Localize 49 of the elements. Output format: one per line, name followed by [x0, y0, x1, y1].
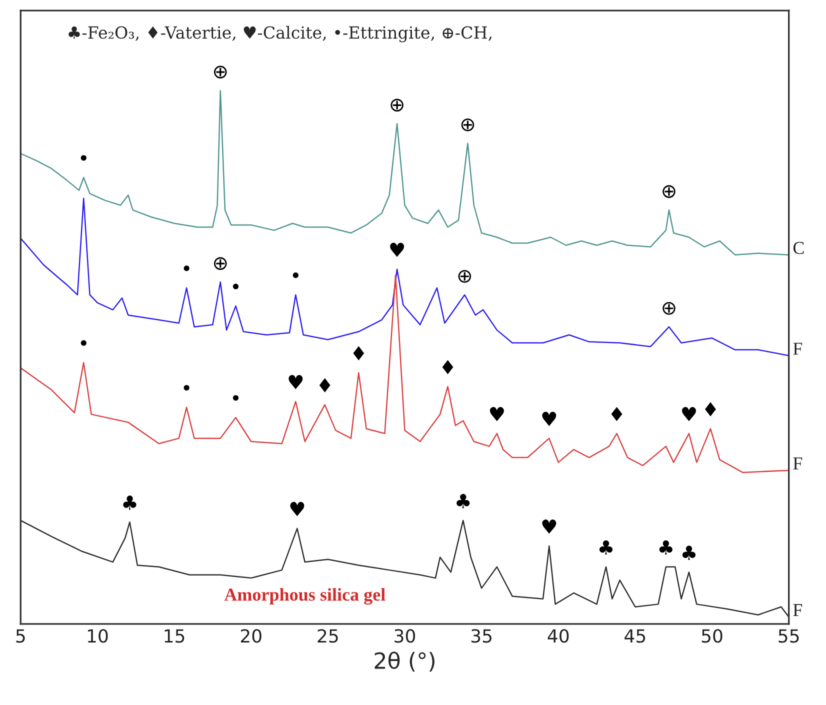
series-label: F [793, 604, 802, 616]
x-tick-label: 30 [394, 629, 416, 643]
annotation: ⊕ [662, 185, 676, 198]
x-axis-title: 2θ (°) [374, 652, 434, 672]
annotation: • [232, 284, 239, 290]
annotation: ⊕ [662, 302, 676, 315]
annotation: ♣ [456, 494, 470, 508]
annotation: ♥ [288, 374, 303, 390]
annotation: • [80, 155, 86, 161]
annotation: ♦ [442, 360, 454, 374]
annotation: ♥ [490, 406, 504, 422]
annotation: ♣ [123, 496, 136, 510]
annotation: ⊕ [390, 98, 404, 112]
annotation: ⊕ [458, 270, 472, 283]
annotation: ♦ [705, 402, 716, 416]
annotation: ⊕ [461, 118, 474, 132]
annotation: ♥ [542, 520, 556, 534]
x-tick-label: 40 [548, 629, 569, 643]
x-tick-label: 55 [778, 629, 799, 643]
annotation: ♥ [542, 412, 556, 426]
x-tick-label: 45 [624, 629, 646, 643]
annotation: • [232, 395, 239, 401]
x-tick-label: 5 [16, 629, 25, 643]
annotation: Amorphous silica gel [224, 588, 386, 605]
annotation: ⊕ [214, 66, 227, 78]
annotation: ♣ [659, 540, 672, 554]
x-tick-label: 35 [471, 629, 492, 643]
x-tick-label: 20 [240, 629, 262, 643]
x-tick-label: 10 [88, 629, 108, 643]
annotation: • [292, 272, 298, 278]
annotation: ♣ [599, 540, 613, 554]
series-label: C [793, 242, 804, 254]
series-label: F [793, 458, 802, 470]
text: ♣-Fe₂O₃, ♦-Vatertie, ♥-Calcite, •-Ettringite, ⊕-CH, [68, 26, 492, 42]
annotation: ♥ [682, 406, 696, 422]
annotation: • [184, 384, 190, 391]
x-tick-label: 15 [164, 629, 184, 643]
annotation: ♥ [290, 502, 304, 516]
series-label: F [793, 342, 802, 355]
annotation: ♦ [611, 406, 622, 422]
annotation: • [80, 340, 86, 346]
x-tick-label: 50 [702, 629, 722, 643]
annotation: ♦ [319, 378, 330, 392]
annotation: ♥ [390, 242, 404, 257]
annotation: ♣ [682, 546, 696, 560]
annotation: ♦ [353, 346, 364, 360]
annotation: • [184, 266, 190, 272]
x-tick-label: 25 [318, 629, 338, 643]
annotation: ⊕ [214, 257, 227, 270]
